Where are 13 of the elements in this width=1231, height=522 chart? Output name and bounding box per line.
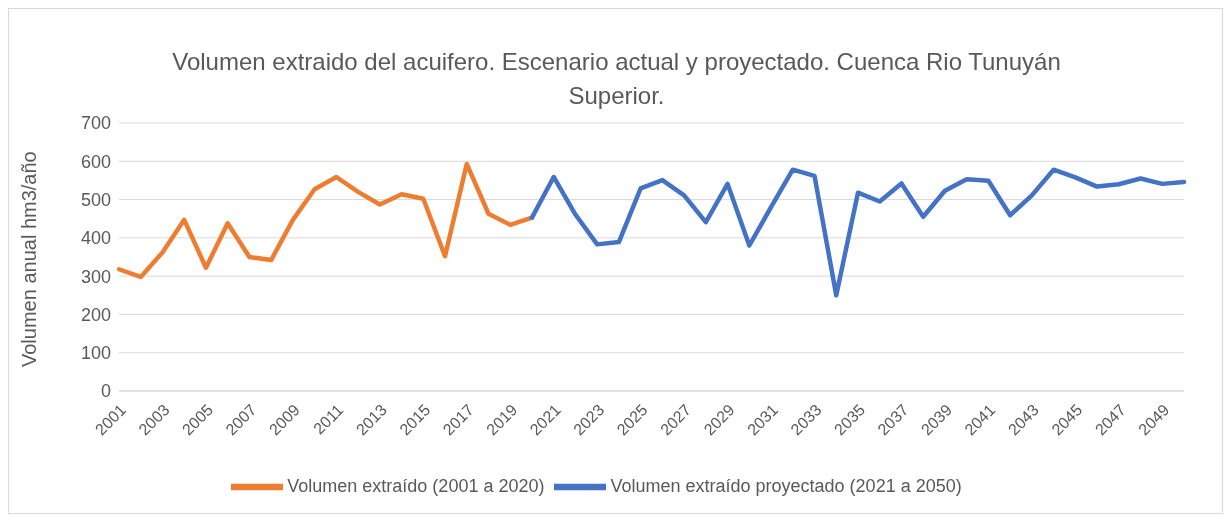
y-tick-label: 0 [100, 381, 111, 402]
y-tick-label: 300 [80, 266, 111, 287]
y-tick-label: 400 [80, 228, 111, 249]
y-tick-label: 500 [80, 189, 111, 210]
y-tick-label: 200 [80, 304, 111, 325]
line-series [529, 167, 1187, 298]
y-tick-label: 100 [80, 343, 111, 364]
legend-label: Volumen extraído (2001 a 2020) [287, 475, 545, 496]
y-tick-label: 600 [80, 151, 111, 172]
chart-title: Volumen extraido del acuifero. Escenario actual y proyectado. Cuenca Rio Tunuyán Superior. [171, 47, 1062, 111]
y-tick-label: 700 [80, 113, 111, 134]
y-axis-title: Volumen anual hm3/año [18, 151, 41, 367]
legend-label: Volumen extraído proyectado (2021 a 2050) [610, 475, 962, 496]
